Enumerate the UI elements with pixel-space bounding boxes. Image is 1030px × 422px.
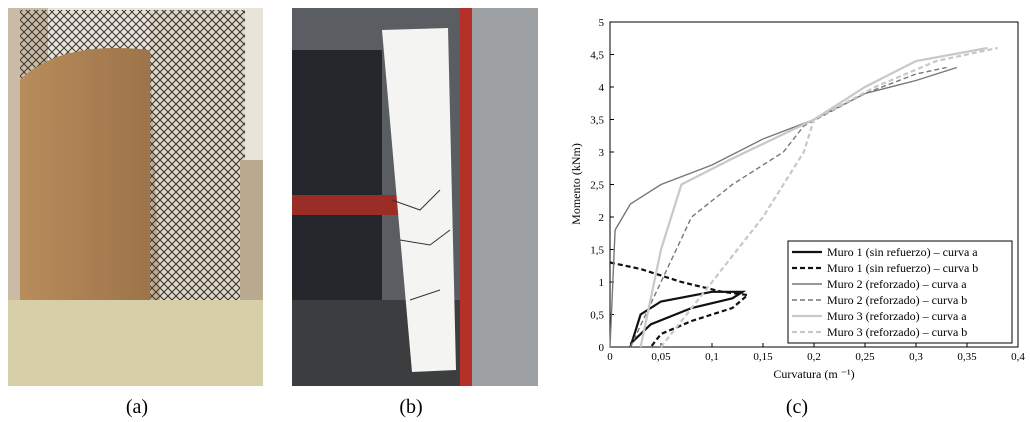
- x-tick-label: 0,1: [705, 351, 719, 363]
- y-tick-label: 5: [599, 17, 605, 29]
- x-tick-label: 0,35: [957, 351, 977, 363]
- y-axis-label: Momento (kNm): [569, 143, 583, 225]
- legend-label: Muro 1 (sin refuerzo) – curva b: [827, 261, 978, 275]
- data-line: [629, 66, 947, 348]
- y-tick-label: 0,5: [590, 310, 604, 322]
- y-tick-label: 0: [599, 342, 605, 354]
- legend-label: Muro 3 (reforzado) – curva a: [827, 309, 967, 323]
- x-tick-label: 0,3: [909, 351, 923, 363]
- caption: (c): [786, 396, 808, 418]
- data-line: [609, 261, 751, 348]
- y-tick-label: 4: [599, 82, 605, 94]
- x-tick-label: 0: [607, 351, 613, 363]
- legend-box: [787, 240, 1013, 344]
- x-axis-label: Curvatura (m ⁻¹): [773, 367, 854, 381]
- y-tick-label: 4,5: [590, 50, 604, 62]
- legend-label: Muro 3 (reforzado) – curva b: [827, 325, 967, 339]
- photo-a: [8, 8, 263, 386]
- y-tick-label: 3,5: [590, 115, 604, 127]
- photo-b: [292, 8, 538, 386]
- data-line: [639, 46, 988, 348]
- y-tick-label: 1,5: [590, 245, 604, 257]
- data-line: [660, 46, 998, 348]
- y-tick-label: 1: [599, 277, 605, 289]
- legend-label: Muro 1 (sin refuerzo) – curva a: [827, 245, 978, 259]
- x-tick-label: 0,05: [651, 351, 671, 363]
- x-tick-label: 0,4: [1011, 351, 1025, 363]
- legend-label: Muro 2 (reforzado) – curva b: [827, 293, 967, 307]
- caption: (b): [399, 396, 422, 418]
- x-tick-label: 0,15: [753, 351, 773, 363]
- legend-label: Muro 2 (reforzado) – curva a: [827, 277, 967, 291]
- data-line: [609, 66, 958, 348]
- caption: (a): [126, 396, 148, 418]
- x-tick-label: 0,25: [855, 351, 875, 363]
- y-tick-label: 3: [599, 147, 605, 159]
- y-tick-label: 2,5: [590, 180, 604, 192]
- x-tick-label: 0,2: [807, 351, 821, 363]
- y-tick-label: 2: [599, 212, 605, 224]
